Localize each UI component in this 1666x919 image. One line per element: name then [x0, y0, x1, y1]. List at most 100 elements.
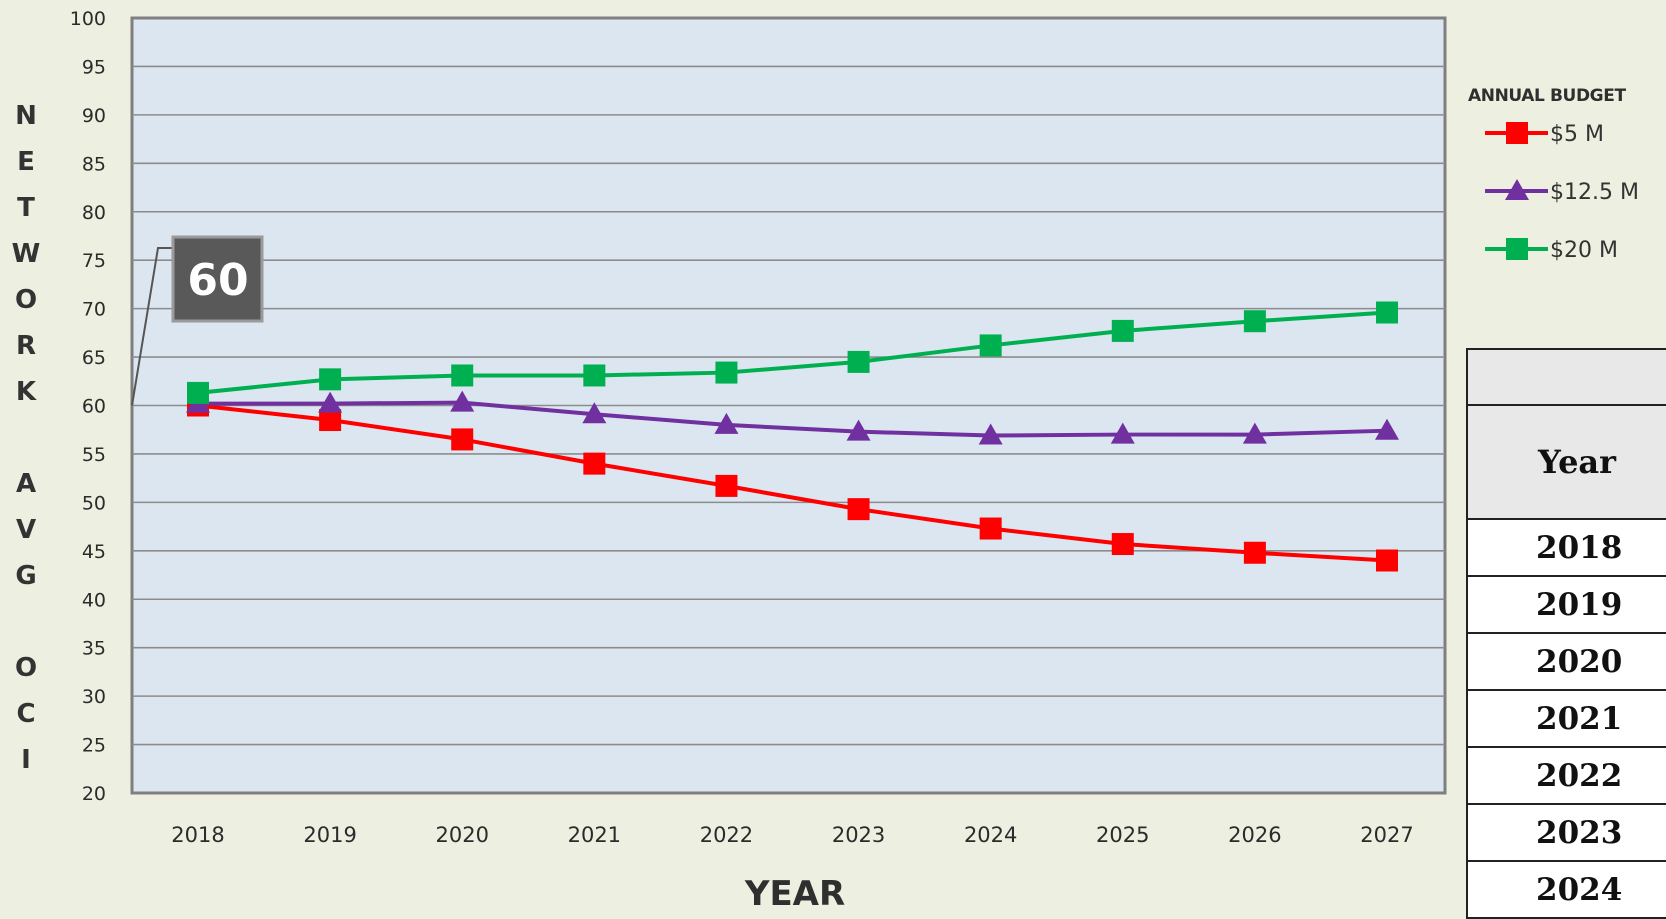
data-point [1110, 422, 1135, 444]
y-tick-label: 50 [82, 492, 106, 514]
y-tick-label: 100 [70, 8, 106, 30]
data-point [583, 452, 606, 475]
legend-marker [1506, 122, 1528, 144]
y-axis-label-letter: W [12, 239, 41, 269]
legend-marker [1506, 238, 1528, 260]
y-axis-label-letter: O [15, 285, 37, 315]
data-point [979, 517, 1002, 540]
table-cell-year: 2020 [1466, 632, 1666, 691]
x-axis-label: YEAR [744, 874, 845, 913]
data-point [450, 390, 475, 412]
x-tick-label: 2027 [1360, 823, 1413, 847]
callout-box [171, 235, 264, 323]
legend-item: $20 M [1485, 238, 1618, 263]
y-tick-label: 40 [82, 589, 106, 611]
table-cell-year: 2024 [1466, 860, 1666, 919]
y-axis-label-letter: C [16, 699, 35, 729]
x-tick-label: 2024 [964, 823, 1017, 847]
x-tick-label: 2019 [303, 823, 356, 847]
callout-value: 60 [187, 255, 248, 306]
y-axis-label-letter: V [16, 515, 36, 545]
x-tick-label: 2018 [171, 823, 224, 847]
data-point [847, 350, 870, 373]
data-point [319, 409, 342, 432]
series-2 [187, 301, 1398, 404]
data-point [1243, 541, 1266, 564]
series-line [197, 310, 1388, 395]
y-axis-label-letter: G [15, 561, 36, 591]
y-axis-label-letter: I [21, 745, 31, 775]
y-tick-label: 20 [82, 783, 106, 805]
legend-label: $12.5 M [1550, 180, 1639, 205]
table-cell-year: 2018 [1466, 518, 1666, 577]
x-tick-label: 2025 [1096, 823, 1149, 847]
legend-item: $5 M [1485, 122, 1604, 147]
callout-leader-line [131, 247, 173, 406]
y-axis-label-letter: T [17, 193, 35, 223]
data-point [978, 423, 1003, 445]
table-row: 2021 [1466, 689, 1666, 748]
table-row: 2024 [1466, 860, 1666, 919]
y-tick-label: 90 [82, 105, 106, 127]
y-tick-label: 85 [82, 153, 106, 175]
table-cell-year: 2022 [1466, 746, 1666, 805]
year-table: Year 2018 2019 2020 2021 2022 2023 2024 [1466, 348, 1666, 919]
data-point [187, 381, 209, 404]
gridlines [132, 65, 1445, 746]
data-point [451, 364, 474, 387]
data-point [1242, 422, 1267, 444]
data-point [715, 361, 738, 384]
y-tick-label: 80 [82, 202, 106, 224]
data-point [714, 412, 739, 434]
table-row: 2018 [1466, 518, 1666, 577]
legend-title: ANNUAL BUDGET [1468, 86, 1626, 106]
y-tick-label: 45 [82, 541, 106, 563]
data-point [582, 402, 607, 424]
y-axis-label-letter: K [16, 377, 37, 407]
x-tick-label: 2021 [568, 823, 621, 847]
data-point [846, 419, 871, 441]
table-row: 2019 [1466, 575, 1666, 634]
y-axis-label-letter: R [16, 331, 36, 361]
data-point [319, 368, 342, 391]
data-point [583, 364, 606, 387]
table-top-row [1466, 348, 1666, 406]
series-line [198, 400, 1388, 438]
y-axis-label-letter: E [17, 147, 35, 177]
y-tick-label: 30 [82, 686, 106, 708]
x-tick-label: 2026 [1228, 823, 1281, 847]
table-row: 2022 [1466, 746, 1666, 805]
y-tick-label: 55 [82, 444, 106, 466]
data-point [1375, 418, 1399, 440]
table-header-year: Year [1466, 404, 1666, 520]
data-point [1111, 533, 1134, 556]
table-cell-year: 2021 [1466, 689, 1666, 748]
x-tick-label: 2022 [700, 823, 753, 847]
y-axis-label-letter: N [15, 101, 37, 131]
y-tick-labels: 100 95 90 85 80 75 70 65 60 55 50 45 40 35 30 25 20 [70, 8, 106, 805]
series [186, 301, 1399, 572]
data-point [1376, 549, 1398, 572]
y-tick-label: 75 [82, 250, 106, 272]
table-cell-year: 2023 [1466, 803, 1666, 862]
series-1 [186, 390, 1399, 445]
y-tick-label: 60 [82, 396, 106, 418]
legend-item: $12.5 M [1485, 179, 1639, 205]
data-point [1111, 319, 1134, 342]
legend: ANNUAL BUDGET $5 M $12.5 M $20 M [1468, 86, 1639, 263]
annotation-callout: 60 [131, 235, 264, 406]
data-point [1376, 301, 1398, 324]
y-axis-label-letter: O [15, 653, 37, 683]
x-tick-labels: 2018 2019 2020 2021 2022 2023 2024 2025 2026 2027 [171, 823, 1413, 847]
data-point [451, 428, 474, 451]
y-tick-label: 35 [82, 638, 106, 660]
table-header-row: Year [1466, 404, 1666, 520]
legend-label: $5 M [1550, 122, 1604, 147]
legend-marker [1505, 179, 1529, 200]
data-point [1243, 310, 1266, 333]
legend-label: $20 M [1550, 238, 1618, 263]
y-tick-label: 65 [82, 347, 106, 369]
x-tick-label: 2020 [435, 823, 488, 847]
